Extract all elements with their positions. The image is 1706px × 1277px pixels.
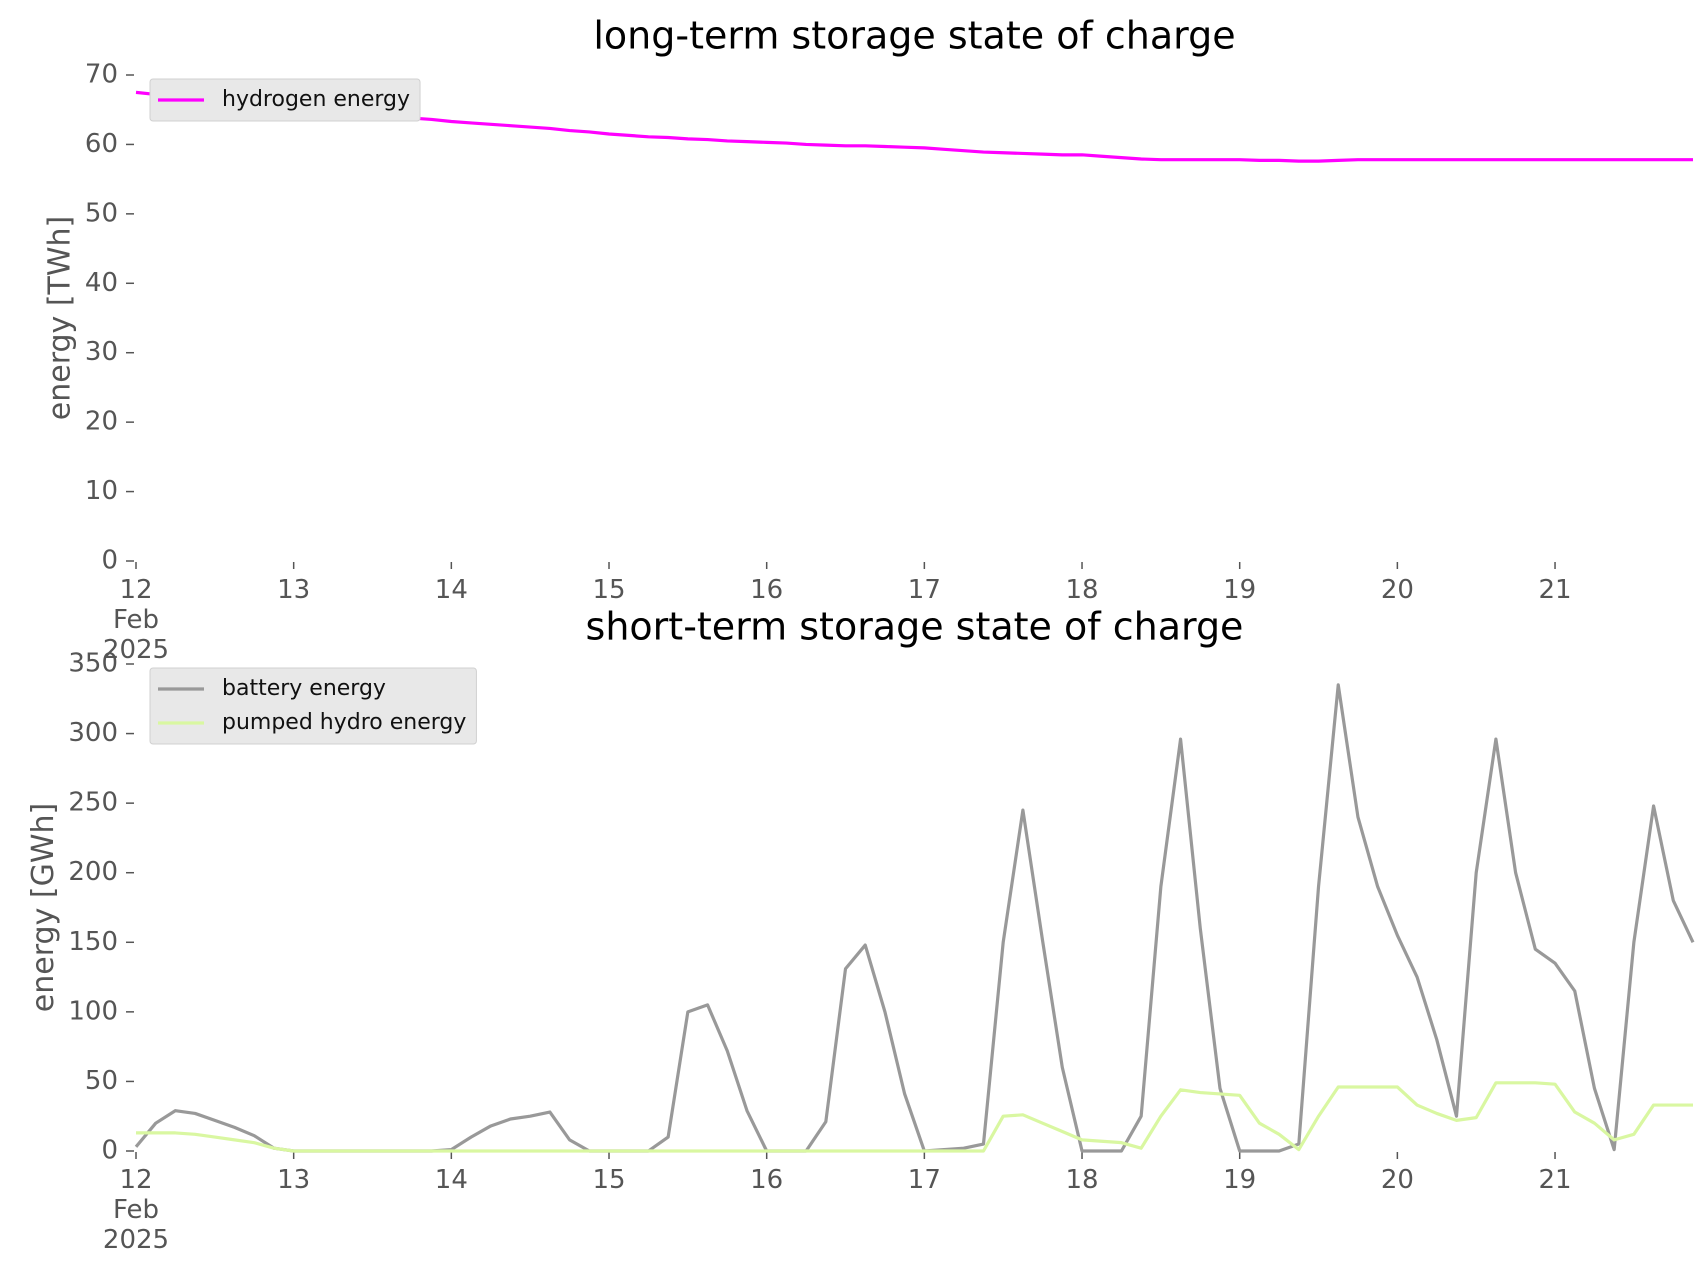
legend-box <box>149 78 421 122</box>
legend-label: pumped hydro energy <box>222 710 466 735</box>
series-line <box>136 1081 1693 1153</box>
x-tick-label: 19 <box>1223 1165 1257 1195</box>
legend-label: hydrogen energy <box>222 87 410 112</box>
y-tick-label: 300 <box>68 718 118 748</box>
legend-label: battery energy <box>222 676 386 701</box>
legend: battery energy pumped hydro energy <box>149 667 477 745</box>
x-tick-label: 18 <box>1065 575 1099 605</box>
y-tick-label: 50 <box>85 198 118 228</box>
y-tick-label: 100 <box>68 996 118 1026</box>
y-tick-label: 20 <box>85 407 118 437</box>
x-tick-label: 15 <box>592 1165 626 1195</box>
y-tick-label: 70 <box>85 60 118 90</box>
legend: hydrogen energy <box>149 78 421 122</box>
y-tick-label: 50 <box>85 1066 118 1096</box>
y-tick-label: 0 <box>101 1136 118 1166</box>
x-tick-label: 14 <box>434 1165 468 1195</box>
series-line <box>134 683 1695 1153</box>
x-tick-label: 16 <box>750 1165 784 1195</box>
legend-box <box>149 667 477 745</box>
chart-title: long-term storage state of charge <box>593 14 1235 58</box>
x-tick-label: 14 <box>434 575 468 605</box>
x-tick-label: 16 <box>750 575 784 605</box>
x-tick-label: 21 <box>1538 1165 1572 1195</box>
y-tick-label: 350 <box>68 649 118 679</box>
x-tick-label: 19 <box>1223 575 1257 605</box>
y-tick-label: 60 <box>85 129 118 159</box>
x-tick-label: 12 Feb 2025 <box>102 1165 170 1255</box>
x-tick-label: 13 <box>277 575 311 605</box>
y-axis-label: energy [GWh] <box>26 803 61 1012</box>
x-tick-label: 13 <box>277 1165 311 1195</box>
x-tick-label: 20 <box>1380 1165 1414 1195</box>
chart-title: short-term storage state of charge <box>586 605 1244 649</box>
y-tick-label: 0 <box>101 546 118 576</box>
x-tick-label: 17 <box>907 1165 941 1195</box>
y-tick-label: 250 <box>68 788 118 818</box>
y-tick-label: 40 <box>85 268 118 298</box>
y-tick-label: 150 <box>68 927 118 957</box>
x-tick-label: 17 <box>907 575 941 605</box>
x-tick-label: 18 <box>1065 1165 1099 1195</box>
x-tick-label: 21 <box>1538 575 1572 605</box>
x-tick-label: 15 <box>592 575 626 605</box>
y-axis-label: energy [TWh] <box>42 216 77 420</box>
x-tick-label: 20 <box>1380 575 1414 605</box>
x-tick-label: 12 Feb 2025 <box>102 575 170 665</box>
y-tick-label: 10 <box>85 476 118 506</box>
y-tick-label: 200 <box>68 857 118 887</box>
y-tick-label: 30 <box>85 337 118 367</box>
